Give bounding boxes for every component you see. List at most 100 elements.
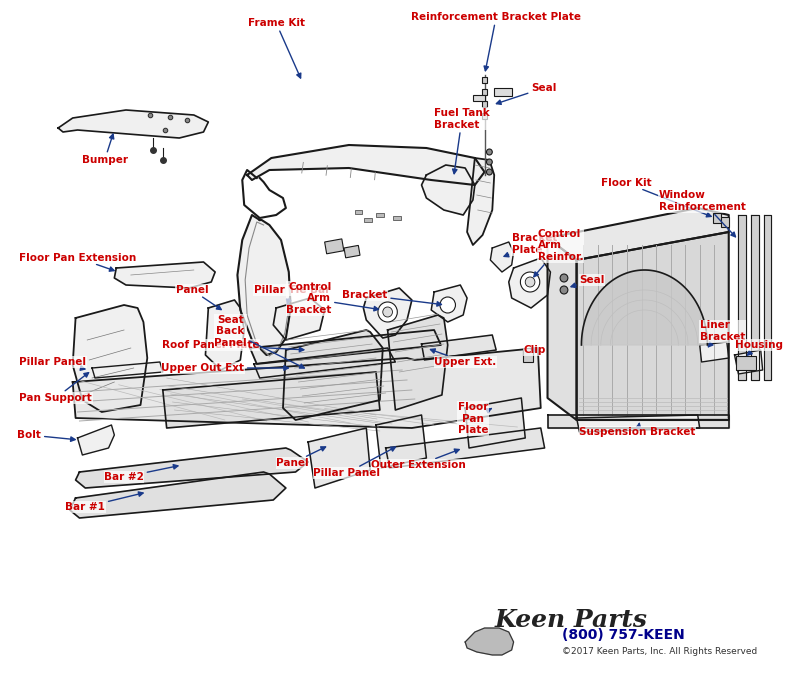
Polygon shape [764, 215, 771, 380]
Bar [344, 246, 360, 258]
Text: Keen Parts: Keen Parts [494, 608, 647, 632]
Polygon shape [238, 215, 290, 355]
Polygon shape [431, 285, 467, 322]
Bar [714, 213, 721, 223]
Text: Roof Panel Plate: Roof Panel Plate [162, 340, 304, 352]
Polygon shape [547, 415, 729, 428]
Polygon shape [490, 242, 514, 272]
Bar [737, 356, 756, 370]
Circle shape [560, 274, 568, 282]
Polygon shape [582, 270, 707, 345]
Polygon shape [283, 330, 382, 420]
Circle shape [378, 302, 398, 322]
Polygon shape [206, 300, 244, 370]
Circle shape [486, 169, 492, 175]
Text: Seal: Seal [496, 83, 557, 105]
Polygon shape [547, 208, 729, 260]
Bar [523, 348, 533, 362]
Text: Liner
Bracket: Liner Bracket [700, 320, 745, 347]
Bar [473, 95, 485, 101]
Polygon shape [114, 262, 215, 288]
Circle shape [520, 272, 540, 292]
Text: Outer Extension: Outer Extension [371, 449, 466, 470]
Bar [482, 89, 487, 95]
Text: Panel: Panel [176, 285, 222, 310]
Text: Suspension Bracket: Suspension Bracket [579, 423, 696, 437]
Text: Upper Ext.: Upper Ext. [430, 349, 496, 367]
Text: Clip: Clip [523, 345, 546, 355]
Text: Floor Pan Extension: Floor Pan Extension [19, 253, 137, 272]
Polygon shape [376, 415, 426, 468]
Text: Seal: Seal [571, 275, 605, 287]
Circle shape [486, 159, 492, 165]
Text: Fuel Tank
Bracket: Fuel Tank Bracket [434, 108, 490, 174]
Text: Bracket
Plate: Bracket Plate [504, 233, 557, 256]
Text: Reinforcement Bracket Plate: Reinforcement Bracket Plate [411, 12, 581, 70]
Bar [364, 218, 372, 222]
Polygon shape [308, 428, 370, 488]
Polygon shape [70, 472, 286, 518]
Text: Bar #2: Bar #2 [104, 464, 178, 482]
Polygon shape [92, 362, 163, 378]
Polygon shape [467, 158, 494, 245]
Circle shape [486, 149, 492, 155]
Polygon shape [734, 350, 762, 374]
Polygon shape [509, 258, 550, 308]
Polygon shape [577, 415, 700, 432]
Polygon shape [388, 315, 448, 410]
Bar [325, 239, 344, 254]
Polygon shape [75, 448, 308, 488]
Text: Control
Arm
Bracket: Control Arm Bracket [286, 282, 378, 315]
Polygon shape [422, 335, 496, 360]
Bar [721, 217, 729, 227]
Bar [394, 216, 401, 220]
Polygon shape [250, 330, 441, 364]
Polygon shape [78, 425, 114, 455]
Text: Window
Reinforcement: Window Reinforcement [659, 190, 746, 237]
Polygon shape [163, 372, 380, 428]
Polygon shape [700, 342, 729, 362]
Bar [494, 88, 512, 96]
Circle shape [382, 307, 393, 317]
Text: Bracket: Bracket [342, 290, 442, 306]
Circle shape [440, 297, 455, 313]
Bar [482, 101, 487, 107]
Polygon shape [73, 305, 147, 412]
Polygon shape [577, 232, 729, 420]
Text: Bar #1: Bar #1 [66, 492, 143, 512]
Polygon shape [247, 145, 485, 185]
Polygon shape [738, 215, 746, 380]
Text: (800) 757-KEEN: (800) 757-KEEN [562, 628, 685, 642]
Text: Housing: Housing [734, 340, 782, 355]
Text: ©2017 Keen Parts, Inc. All Rights Reserved: ©2017 Keen Parts, Inc. All Rights Reserv… [562, 648, 758, 657]
Text: Panel: Panel [276, 447, 326, 468]
Circle shape [526, 277, 535, 287]
Text: Frame Kit: Frame Kit [248, 18, 305, 78]
Text: Floor
Pan
Plate: Floor Pan Plate [458, 402, 491, 435]
Bar [376, 213, 384, 217]
Polygon shape [386, 428, 545, 468]
Circle shape [560, 286, 568, 294]
Text: Pillar Tie Bar: Pillar Tie Bar [254, 285, 330, 304]
Polygon shape [58, 110, 208, 138]
Polygon shape [363, 288, 412, 338]
Text: Bumper: Bumper [82, 134, 128, 165]
Text: Bolt: Bolt [18, 430, 75, 441]
Bar [482, 113, 487, 119]
Polygon shape [254, 348, 395, 378]
Polygon shape [73, 348, 541, 428]
Text: Pillar Panel: Pillar Panel [314, 447, 395, 478]
Text: Pillar Panel: Pillar Panel [19, 357, 86, 370]
Polygon shape [547, 238, 577, 420]
Bar [482, 77, 487, 83]
Text: Control
Arm
Reinfor.: Control Arm Reinfor. [534, 229, 583, 277]
Polygon shape [465, 628, 514, 655]
Polygon shape [465, 398, 526, 448]
Text: Pan Support: Pan Support [19, 373, 92, 403]
Polygon shape [274, 298, 325, 340]
Polygon shape [422, 165, 475, 215]
Bar [354, 210, 362, 214]
Text: Upper Out Ext: Upper Out Ext [162, 363, 288, 373]
Polygon shape [751, 215, 758, 380]
Text: Seat
Back
Panel: Seat Back Panel [214, 315, 304, 368]
